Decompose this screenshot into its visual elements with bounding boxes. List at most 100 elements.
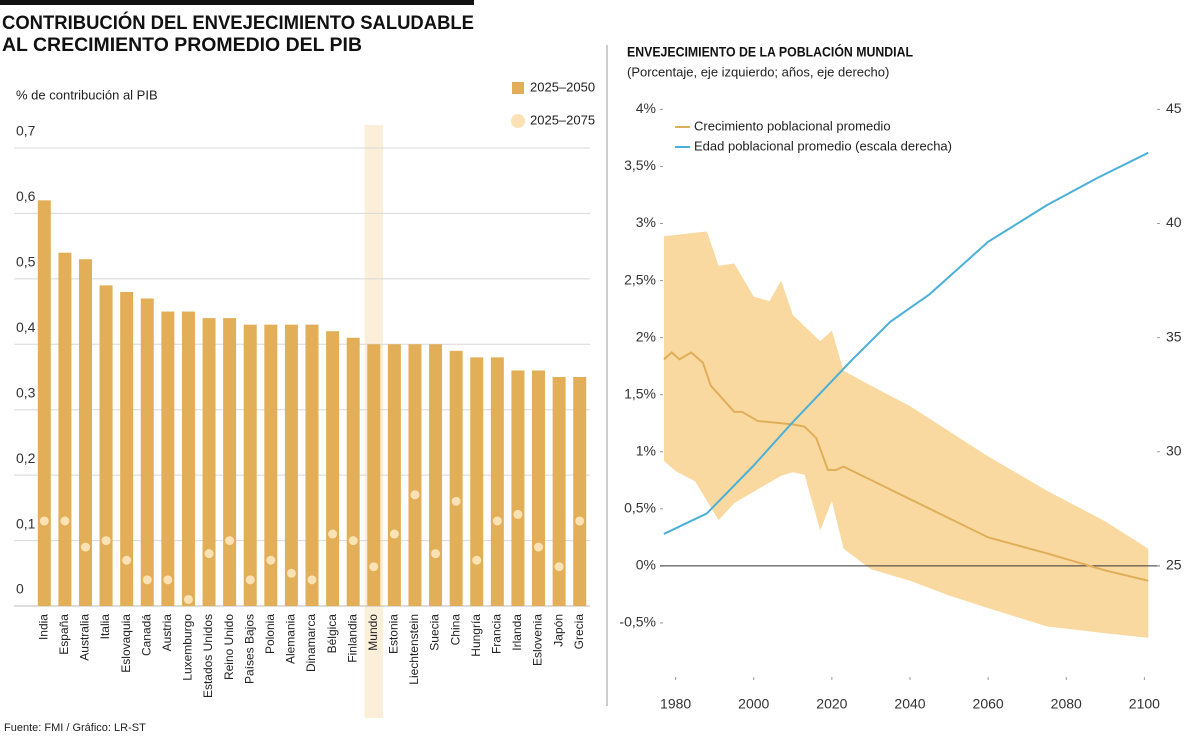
line [663,351,1149,582]
y-tick-label: 0,4 [16,319,36,335]
chart-title: CONTRIBUCIÓN DEL ENVEJECIMIENTO SALUDABL… [2,12,474,34]
x-tick-label: Austria [160,614,174,652]
dot [122,555,132,565]
legend-label: Edad poblacional promedio (escala derech… [694,138,952,153]
y-tick-label: 0,1 [16,515,36,531]
legend-swatch [511,114,525,128]
bar [223,318,237,606]
dot [142,575,152,585]
y-tick-label: 0,5 [16,254,36,270]
bar [58,252,72,606]
x-tick-label: 2060 [973,696,1004,712]
dot [225,536,235,546]
bar [573,377,587,606]
x-tick-label: Polonia [263,614,277,654]
bar [490,357,504,606]
y-tick-label: 0,3 [16,384,36,400]
chart-subtitle: (Porcentaje, eje izquierdo; años, eje de… [627,64,889,79]
bar [470,357,484,606]
y2-tick-label: 45 [1166,100,1182,116]
x-tick-label: Suecia [428,614,442,651]
x-tick-label: Finlandia [345,614,359,663]
dot [389,529,399,539]
dot [101,536,111,546]
y-tick-label: 0,6 [16,188,36,204]
y-tick-label: 0,7 [16,123,36,139]
y-tick-label: 1% [636,442,656,458]
x-tick-label: Hungría [469,614,483,657]
x-tick-label: 2020 [816,696,847,712]
y2-tick-label: 40 [1166,214,1182,230]
y-tick-label: 0 [16,581,24,597]
y-tick-label: 2% [636,328,656,344]
x-tick-label: Francia [490,614,504,654]
dot [183,594,193,604]
x-tick-label: 2000 [738,696,769,712]
x-tick-label: Irlanda [510,614,524,651]
x-tick-label: China [448,614,462,646]
x-tick-label: Japón [551,614,565,647]
y2-tick-label: 25 [1166,557,1182,573]
chart-title: ENVEJECIMIENTO DE LA POBLACIÓN MUNDIAL [627,43,913,60]
y-tick-label: 0,5% [624,500,656,516]
dot [534,542,544,552]
x-tick-label: Alemania [284,614,298,664]
x-tick-label: Canadá [139,614,153,656]
bar [305,324,319,606]
bar [284,324,298,606]
bar [264,324,278,606]
bar [120,291,134,606]
dot [575,516,585,526]
bar [552,377,566,606]
x-tick-label: Dinamarca [304,614,318,672]
x-tick-label: Italia [98,614,112,640]
dot [472,555,482,565]
y-tick-label: 2,5% [624,271,656,287]
legend-swatch [512,82,524,94]
x-tick-label: Países Bajos [242,614,256,684]
bar [202,318,216,606]
bar [346,337,360,606]
legend-label: Crecimiento poblacional promedio [694,118,891,133]
legend-label: 2025–2050 [530,79,595,94]
x-tick-label: Grecia [572,614,586,650]
bar [37,200,51,607]
x-tick-label: Mundo [366,614,380,651]
x-tick-label: Estonia [387,614,401,654]
bar [140,298,154,606]
y-axis-label: % de contribución al PIB [16,87,158,102]
x-tick-label: España [57,614,71,655]
dot [204,549,214,559]
x-tick-label: Estados Unidos [201,614,215,698]
dot [348,536,358,546]
bar [449,350,463,606]
bar [99,285,113,606]
bar [408,344,422,606]
x-tick-label: Eslovaquia [119,614,133,673]
dot [245,575,255,585]
dot [39,516,49,526]
dot [286,568,296,578]
y-tick-label: 1,5% [624,385,656,401]
y-tick-label: -0,5% [619,614,656,630]
bar [511,370,525,606]
x-tick-label: 2080 [1051,696,1082,712]
bar [326,331,340,606]
dot [410,490,420,500]
x-tick-label: Bélgica [325,614,339,654]
x-tick-label: India [36,614,50,640]
bar [78,259,92,606]
line [663,151,1149,535]
bar [161,311,175,606]
dot [554,562,564,572]
dot [307,575,317,585]
legend-label: 2025–2075 [530,112,595,127]
y-tick-label: 0% [636,557,656,573]
y-tick-label: 3% [636,214,656,230]
x-tick-label: Luxemburgo [181,614,195,681]
x-tick-label: Eslovenia [531,614,545,666]
dot [60,516,70,526]
y-tick-label: 3,5% [624,157,656,173]
